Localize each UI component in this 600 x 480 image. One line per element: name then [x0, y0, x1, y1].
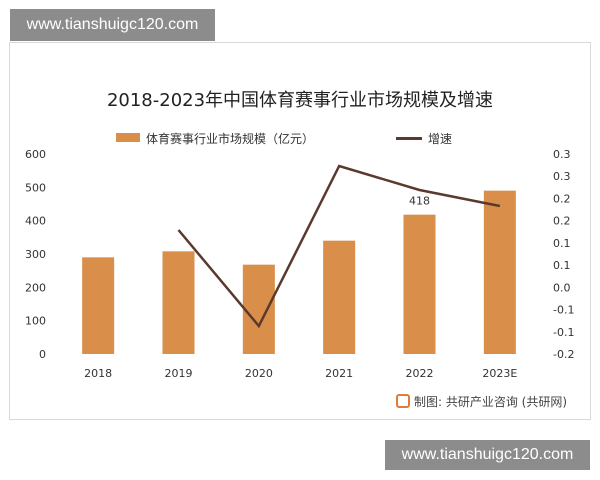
- right-tick-4: 0.1: [553, 259, 571, 272]
- bar-2022: [403, 214, 436, 354]
- watermark-bottom: www.tianshuigc120.com: [385, 440, 590, 470]
- x-tick-2018: 2018: [84, 367, 112, 380]
- source-logo-icon: [396, 394, 410, 408]
- right-tick-8: 0.3: [553, 170, 571, 183]
- left-tick-500: 500: [25, 181, 46, 194]
- bar-2021: [323, 240, 356, 354]
- legend-swatch-bar: [116, 133, 140, 142]
- right-tick-3: 0.0: [553, 281, 571, 294]
- x-tick-2019: 2019: [165, 367, 193, 380]
- right-tick-1: -0.1: [553, 326, 574, 339]
- x-tick-2022: 2022: [406, 367, 434, 380]
- left-tick-100: 100: [25, 315, 46, 328]
- left-tick-200: 200: [25, 281, 46, 294]
- right-tick-7: 0.2: [553, 192, 571, 205]
- bar-2018: [82, 257, 115, 354]
- legend-label-line: 增速: [428, 132, 453, 146]
- growth-line: [177, 164, 501, 329]
- chart-title: 2018-2023年中国体育赛事行业市场规模及增速: [106, 90, 494, 111]
- left-tick-400: 400: [25, 215, 46, 228]
- left-tick-600: 600: [25, 148, 46, 161]
- x-tick-2023E: 2023E: [482, 367, 517, 380]
- x-tick-2020: 2020: [245, 367, 273, 380]
- legend-swatch-line: [396, 137, 422, 140]
- bar-2020: [242, 264, 275, 354]
- right-tick-2: -0.1: [553, 304, 574, 317]
- right-tick-9: 0.3: [553, 148, 571, 161]
- legend-label-bar: 体育赛事行业市场规模（亿元）: [146, 132, 315, 146]
- data-label-2022: 418: [409, 195, 430, 208]
- left-tick-300: 300: [25, 248, 46, 261]
- legend-item-bar: 体育赛事行业市场规模（亿元）: [116, 130, 314, 147]
- source-note: 制图: 共研产业咨询 (共研网): [396, 393, 567, 410]
- source-text: 制图: 共研产业咨询 (共研网): [414, 395, 568, 409]
- x-tick-2021: 2021: [325, 367, 353, 380]
- right-tick-5: 0.1: [553, 237, 571, 250]
- left-tick-0: 0: [39, 348, 46, 361]
- bar-2023E: [483, 190, 516, 354]
- watermark-top: www.tianshuigc120.com: [10, 9, 215, 41]
- right-tick-0: -0.2: [553, 348, 574, 361]
- right-tick-6: 0.2: [553, 215, 571, 228]
- legend-item-line: 增速: [396, 130, 452, 147]
- bar-2019: [162, 251, 195, 354]
